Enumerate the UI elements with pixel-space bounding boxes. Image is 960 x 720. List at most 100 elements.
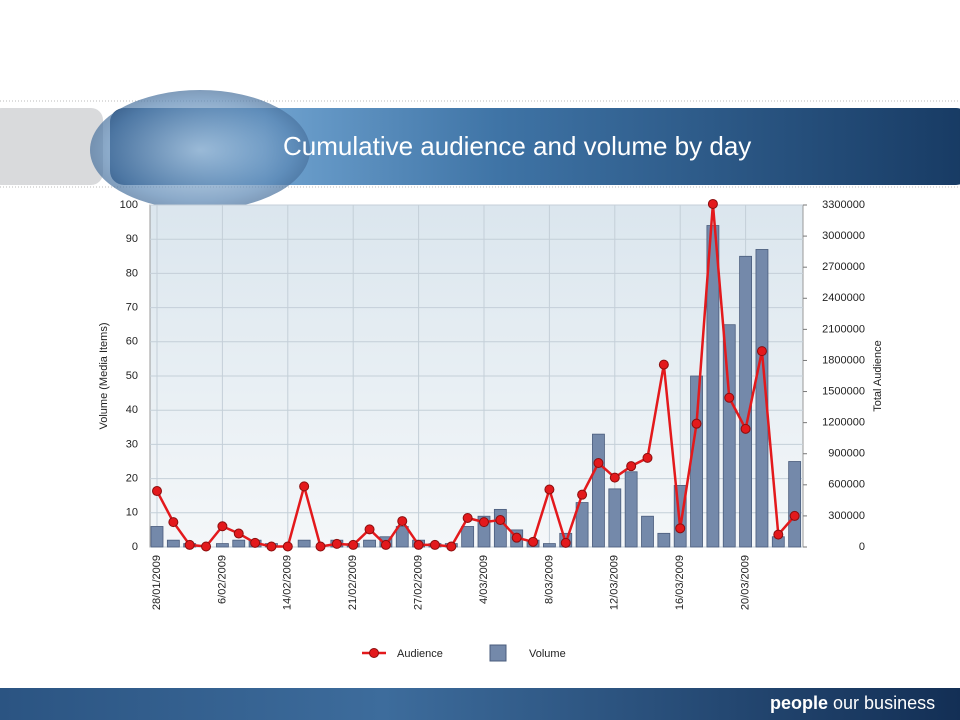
point — [364, 524, 375, 535]
point — [168, 517, 179, 528]
x-tick-label: 12/03/2009 — [609, 555, 621, 610]
bar — [363, 539, 376, 548]
bar — [739, 255, 752, 548]
bar — [166, 539, 180, 548]
bar — [755, 249, 769, 548]
x-tick-label: 16/03/2009 — [674, 555, 686, 610]
y-tick-label: 60 — [126, 336, 138, 348]
legend-label: Audience — [397, 648, 443, 660]
x-tick-label: 20/03/2009 — [740, 555, 752, 610]
point — [250, 537, 261, 548]
bar — [461, 526, 475, 548]
y2-tick-label: 2400000 — [822, 292, 865, 304]
legend-label: Volume — [529, 648, 566, 660]
y2-tick-label: 1800000 — [822, 354, 865, 366]
globe — [90, 90, 310, 210]
y-tick-label: 30 — [126, 438, 138, 450]
footer-rest: our business — [833, 693, 935, 713]
point — [462, 512, 473, 523]
point — [642, 452, 653, 463]
y2-tick-label: 0 — [859, 541, 865, 553]
y2-tick-label: 300000 — [828, 510, 865, 522]
header-tab — [0, 108, 103, 185]
y-tick-label: 50 — [126, 370, 138, 382]
point — [609, 472, 620, 483]
y2-tick-label: 1500000 — [822, 385, 865, 397]
bar — [297, 539, 311, 548]
point — [446, 541, 457, 552]
bar — [722, 324, 736, 548]
point — [429, 539, 440, 550]
point — [217, 521, 228, 532]
y2-tick-label: 3300000 — [822, 199, 865, 211]
x-tick-label: 21/02/2009 — [347, 555, 359, 610]
point — [479, 517, 489, 528]
footer-bold: people — [770, 693, 828, 713]
point — [658, 359, 669, 370]
point — [675, 523, 686, 534]
point — [707, 198, 718, 209]
point — [560, 537, 571, 548]
bar — [608, 488, 622, 548]
footer-band — [0, 688, 960, 720]
legend-swatch — [489, 644, 507, 662]
point — [282, 541, 293, 552]
bar — [690, 375, 703, 548]
x-tick-label: 28/01/2009 — [151, 555, 163, 610]
header-band — [110, 108, 960, 185]
y2-tick-label: 2700000 — [822, 261, 865, 273]
y-tick-label: 10 — [126, 507, 138, 519]
bar — [150, 526, 164, 548]
legend-marker — [369, 648, 379, 658]
point — [691, 418, 702, 429]
y-tick-label: 90 — [126, 233, 138, 245]
x-tick-label: 8/03/2009 — [543, 555, 555, 604]
point — [773, 529, 784, 540]
point — [528, 536, 539, 547]
slide-title: Cumulative audience and volume by day — [283, 131, 751, 161]
point — [593, 458, 604, 469]
point — [511, 532, 522, 543]
point — [299, 481, 310, 492]
bar — [641, 515, 654, 548]
point — [184, 539, 195, 550]
bar — [592, 433, 605, 548]
point — [740, 423, 751, 434]
y2-tick-label: 1200000 — [822, 417, 865, 429]
point — [201, 541, 212, 552]
point — [397, 516, 408, 527]
point — [152, 486, 162, 497]
x-tick-label: 6/02/2009 — [216, 555, 228, 604]
bar — [395, 526, 409, 548]
bar — [575, 502, 589, 548]
point — [495, 515, 506, 526]
y-tick-label: 0 — [132, 541, 138, 553]
bar — [232, 539, 246, 548]
bar — [543, 543, 556, 548]
bar — [657, 532, 671, 548]
point — [789, 510, 800, 521]
point — [380, 539, 391, 550]
point — [315, 541, 326, 552]
point — [626, 461, 637, 472]
point — [724, 392, 735, 403]
y2-tick-label: 600000 — [828, 479, 865, 491]
bar — [493, 508, 507, 548]
point — [266, 541, 277, 552]
point — [577, 489, 588, 500]
y-tick-label: 40 — [126, 404, 138, 416]
footer-text: people our business — [770, 693, 935, 713]
bar — [706, 225, 720, 548]
y2-tick-label: 3000000 — [822, 230, 865, 242]
bar — [788, 461, 802, 548]
x-tick-label: 14/02/2009 — [282, 555, 294, 610]
y2-tick-label: 900000 — [828, 448, 865, 460]
bar — [215, 543, 229, 548]
y-axis-label: Volume (Media Items) — [98, 323, 110, 430]
y-tick-label: 20 — [126, 473, 138, 485]
x-tick-label: 27/02/2009 — [413, 555, 425, 610]
y2-axis-label: Total Audience — [872, 340, 884, 412]
y-tick-label: 100 — [120, 199, 138, 211]
